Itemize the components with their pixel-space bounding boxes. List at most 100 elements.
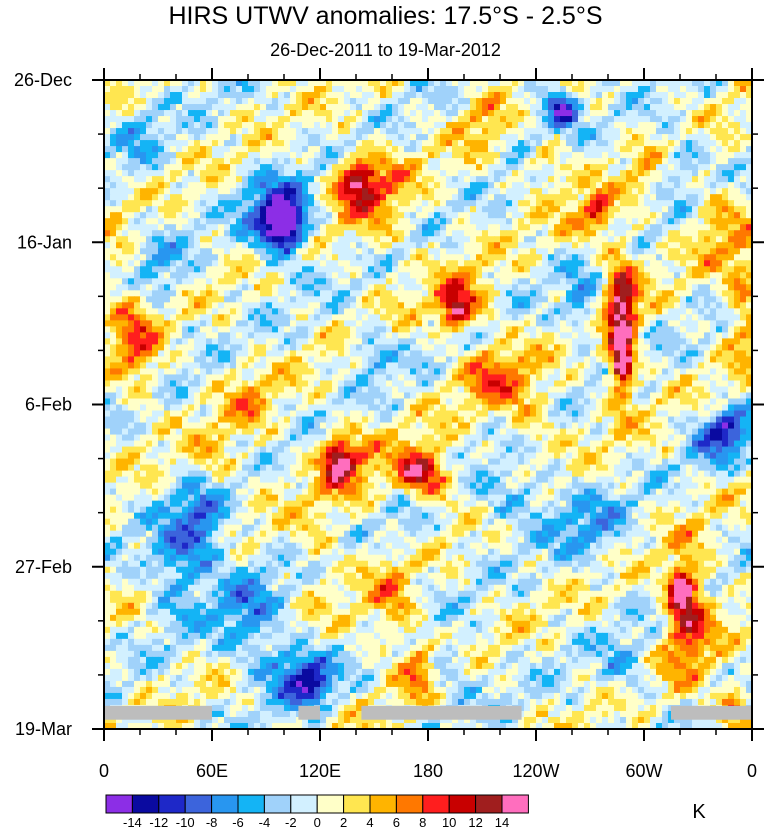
field-cell (560, 98, 567, 105)
field-cell (632, 122, 639, 129)
field-cell (746, 344, 753, 352)
field-cell (134, 236, 141, 243)
field-cell (590, 266, 597, 273)
field-cell (674, 326, 681, 333)
field-cell (338, 248, 345, 255)
field-cell (656, 146, 663, 153)
field-cell (500, 158, 507, 165)
field-cell (278, 152, 285, 159)
field-cell (116, 212, 123, 219)
field-cell (188, 158, 195, 165)
field-cell (194, 92, 201, 99)
field-cell (434, 212, 441, 219)
field-cell (560, 104, 567, 111)
field-cell (626, 302, 633, 309)
field-cell (308, 158, 315, 165)
field-cell (716, 86, 723, 93)
field-cell (638, 260, 645, 267)
field-cell (482, 134, 489, 141)
field-cell (518, 224, 525, 231)
field-cell (578, 206, 585, 213)
field-cell (356, 140, 363, 147)
field-cell (314, 248, 321, 255)
field-cell (560, 338, 567, 346)
field-cell (182, 344, 189, 352)
field-cell (338, 326, 345, 333)
field-cell (140, 134, 147, 141)
field-cell (110, 146, 117, 153)
field-cell (488, 350, 495, 358)
field-cell (428, 200, 435, 207)
field-cell (242, 146, 249, 153)
field-cell (710, 98, 717, 105)
field-cell (308, 338, 315, 346)
field-cell (230, 92, 237, 99)
field-cell (380, 152, 387, 159)
field-cell (326, 92, 333, 99)
field-cell (614, 260, 621, 267)
field-cell (566, 134, 573, 141)
field-cell (728, 236, 735, 243)
field-cell (698, 206, 705, 213)
field-cell (380, 212, 387, 219)
field-cell (560, 146, 567, 153)
field-cell (482, 290, 489, 297)
field-cell (674, 98, 681, 105)
field-cell (674, 290, 681, 297)
field-cell (380, 206, 387, 213)
field-cell (458, 128, 465, 135)
field-cell (290, 116, 297, 123)
field-cell (422, 332, 429, 339)
field-cell (398, 146, 405, 153)
field-cell (314, 104, 321, 111)
field-cell (722, 248, 729, 255)
field-cell (548, 92, 555, 99)
field-cell (326, 284, 333, 291)
field-cell (440, 98, 447, 105)
field-cell (158, 200, 165, 207)
field-cell (170, 308, 177, 315)
field-cell (350, 338, 357, 346)
field-cell (290, 278, 297, 285)
field-cell (698, 152, 705, 159)
field-cell (296, 284, 303, 291)
field-cell (188, 146, 195, 153)
field-cell (656, 152, 663, 159)
field-cell (476, 158, 483, 165)
field-cell (578, 254, 585, 261)
field-cell (566, 146, 573, 153)
field-cell (332, 86, 339, 93)
field-cell (680, 104, 687, 111)
field-cell (452, 98, 459, 105)
field-cell (266, 140, 273, 147)
field-cell (608, 272, 615, 279)
field-cell (416, 308, 423, 315)
field-cell (650, 80, 657, 87)
field-cell (374, 260, 381, 267)
field-cell (200, 338, 207, 346)
field-cell (194, 266, 201, 273)
field-cell (356, 158, 363, 165)
field-cell (428, 350, 435, 358)
field-cell (662, 170, 669, 177)
field-cell (452, 200, 459, 207)
field-cell (122, 356, 129, 364)
field-cell (170, 296, 177, 303)
field-cell (140, 356, 147, 364)
field-cell (548, 146, 555, 153)
field-cell (632, 308, 639, 315)
field-cell (734, 80, 741, 87)
field-cell (740, 326, 747, 333)
field-cell (614, 224, 621, 231)
field-cell (266, 230, 273, 237)
field-cell (530, 122, 537, 129)
field-cell (146, 332, 153, 339)
field-cell (572, 344, 579, 352)
field-cell (134, 194, 141, 201)
field-cell (182, 314, 189, 321)
field-cell (332, 200, 339, 207)
field-cell (128, 152, 135, 159)
field-cell (362, 308, 369, 315)
field-cell (290, 290, 297, 297)
field-cell (728, 338, 735, 346)
